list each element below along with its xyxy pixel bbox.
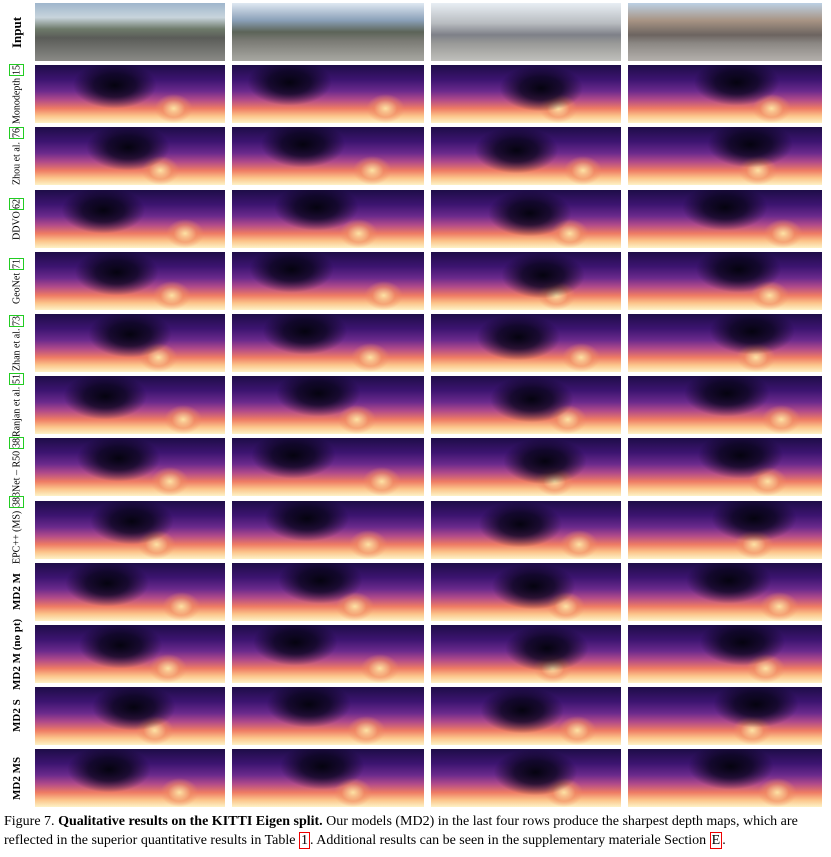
depth-map — [35, 65, 225, 124]
depth-map — [232, 687, 424, 746]
method-name: Input — [9, 16, 24, 48]
depth-map — [35, 625, 225, 683]
depth-map — [431, 314, 621, 372]
row-label: DDVO 62 — [2, 190, 32, 248]
depth-map — [35, 251, 225, 310]
depth-map — [628, 500, 822, 559]
depth-map — [232, 562, 424, 621]
row-label: Zhou et al. 76 — [2, 127, 32, 185]
table-ref[interactable]: 1 — [299, 832, 310, 849]
depth-map — [628, 65, 822, 124]
row-label: 3Net – R50 38 — [2, 437, 32, 498]
depth-map — [232, 189, 424, 248]
depth-map — [628, 438, 822, 497]
row-label: Input — [2, 3, 32, 61]
depth-map — [431, 65, 621, 124]
caption-end: . — [722, 833, 726, 848]
depth-map — [431, 189, 621, 248]
caption-text: . Additional results can be seen in the … — [310, 833, 707, 848]
depth-map — [35, 438, 225, 497]
row-label: GeoNet 71 — [2, 252, 32, 310]
input-image — [431, 3, 621, 61]
depth-map — [628, 749, 822, 808]
input-image — [232, 3, 424, 61]
method-name: MD2 M (no pt) — [11, 618, 23, 690]
method-name: Zhan et al. — [11, 328, 23, 372]
depth-map — [232, 749, 424, 808]
citation[interactable]: 38 — [9, 437, 25, 450]
depth-map — [628, 127, 822, 186]
input-image — [35, 3, 225, 61]
depth-map — [431, 749, 621, 808]
depth-map — [431, 376, 621, 435]
depth-map — [628, 562, 822, 621]
depth-map — [431, 625, 621, 683]
depth-map — [431, 438, 621, 497]
method-name: MD2 S — [11, 699, 23, 733]
method-name: Zhou et al. — [11, 141, 23, 185]
method-name: MD2 M — [11, 573, 23, 611]
citation[interactable]: 76 — [9, 127, 25, 140]
caption-bold: Qualitative results on the KITTI Eigen s… — [58, 814, 323, 829]
row-label: MD2 M (no pt) — [2, 618, 32, 689]
method-name: EPC++ (MS) — [11, 509, 23, 564]
depth-map — [35, 749, 225, 808]
depth-map — [232, 65, 424, 124]
figure: Input Monodepth 15 Zhou et al. 76 DDVO 62 GeoNe… — [2, 3, 822, 808]
row-label: EPC++ (MS) 38 — [2, 495, 32, 563]
depth-map — [628, 625, 822, 683]
section-ref[interactable]: E — [709, 832, 723, 849]
caption-prefix: Figure 7. — [4, 814, 55, 829]
method-name: 3Net – R50 — [11, 451, 23, 498]
row-label: MD2 M — [2, 563, 32, 621]
citation[interactable]: 38 — [9, 495, 25, 508]
depth-map — [431, 500, 621, 559]
depth-map — [232, 127, 424, 186]
row-label: Zhan et al. 73 — [2, 314, 32, 372]
citation[interactable]: 73 — [9, 314, 25, 327]
depth-map — [628, 314, 822, 372]
depth-map — [431, 562, 621, 621]
depth-map — [628, 376, 822, 435]
depth-map — [232, 625, 424, 683]
method-name: Ranjan et al. — [11, 387, 23, 438]
input-image — [628, 3, 822, 61]
depth-map — [232, 314, 424, 372]
method-name: GeoNet — [11, 272, 23, 304]
depth-map — [628, 687, 822, 746]
depth-map — [35, 687, 225, 746]
depth-map — [628, 189, 822, 248]
depth-map — [35, 500, 225, 559]
depth-map — [232, 376, 424, 435]
citation[interactable]: 62 — [9, 197, 25, 210]
citation[interactable]: 71 — [9, 258, 25, 271]
citation[interactable]: 51 — [9, 373, 25, 386]
depth-map — [232, 500, 424, 559]
method-name: Monodepth — [11, 78, 23, 125]
depth-map — [35, 189, 225, 248]
depth-map — [232, 251, 424, 310]
row-label: Monodepth 15 — [2, 64, 32, 125]
row-label: Ranjan et al. 51 — [2, 373, 32, 438]
row-label: MD2 MS — [2, 749, 32, 807]
caption-text: Our models (MD2) in the last four rows p… — [4, 814, 798, 848]
method-name: DDVO — [11, 211, 23, 241]
depth-map — [431, 687, 621, 746]
depth-map — [232, 438, 424, 497]
depth-map — [35, 562, 225, 621]
method-name: MD2 MS — [11, 756, 23, 800]
depth-map — [431, 127, 621, 186]
citation[interactable]: 15 — [9, 64, 25, 77]
depth-map — [35, 314, 225, 372]
depth-map — [35, 127, 225, 186]
depth-map — [431, 251, 621, 310]
row-label: MD2 S — [2, 687, 32, 745]
depth-map — [628, 251, 822, 310]
caption: Figure 7. Qualitative results on the KIT… — [4, 812, 830, 850]
depth-map — [35, 376, 225, 435]
